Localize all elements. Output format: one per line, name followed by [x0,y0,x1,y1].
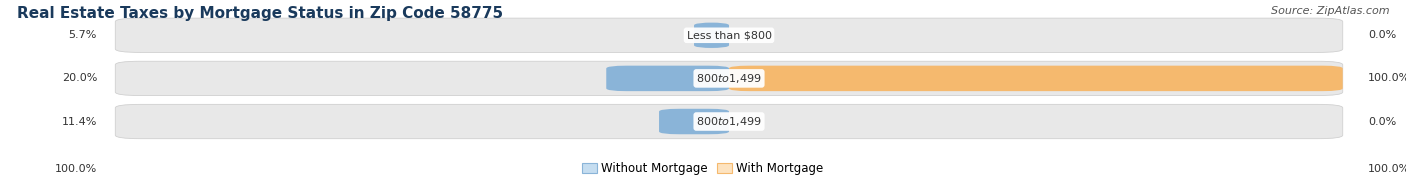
FancyBboxPatch shape [115,18,1343,53]
Text: Source: ZipAtlas.com: Source: ZipAtlas.com [1271,6,1389,16]
Text: 100.0%: 100.0% [55,163,97,174]
Text: 11.4%: 11.4% [62,116,97,127]
FancyBboxPatch shape [695,23,728,48]
Text: 20.0%: 20.0% [62,73,97,83]
Text: 0.0%: 0.0% [1368,30,1396,40]
Text: $800 to $1,499: $800 to $1,499 [696,115,762,128]
Text: $800 to $1,499: $800 to $1,499 [696,72,762,85]
Legend: Without Mortgage, With Mortgage: Without Mortgage, With Mortgage [578,157,828,180]
Text: 5.7%: 5.7% [69,30,97,40]
Text: Less than $800: Less than $800 [686,30,772,40]
Text: Real Estate Taxes by Mortgage Status in Zip Code 58775: Real Estate Taxes by Mortgage Status in … [17,6,503,21]
FancyBboxPatch shape [115,104,1343,139]
FancyBboxPatch shape [659,109,728,134]
FancyBboxPatch shape [115,61,1343,96]
FancyBboxPatch shape [606,66,728,91]
Text: 100.0%: 100.0% [1368,163,1406,174]
FancyBboxPatch shape [728,66,1343,91]
Text: 0.0%: 0.0% [1368,116,1396,127]
Text: 100.0%: 100.0% [1368,73,1406,83]
